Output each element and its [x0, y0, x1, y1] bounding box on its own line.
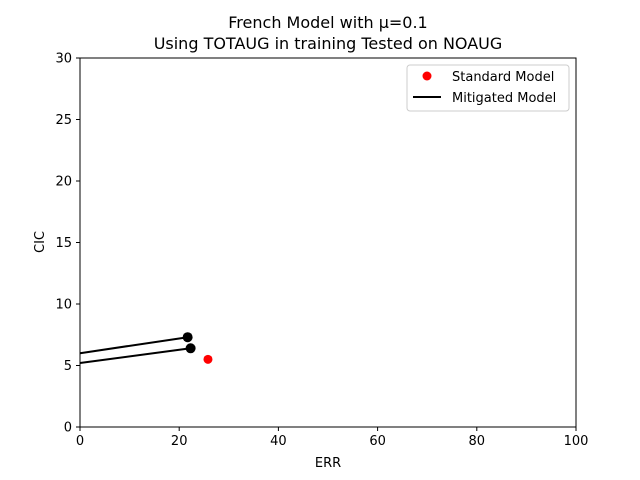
- chart-title-line1: French Model with μ=0.1: [228, 13, 427, 32]
- mitigated-line: [79, 336, 188, 355]
- x-tick-label: 80: [469, 434, 486, 449]
- mitigated-point: [185, 343, 196, 354]
- x-axis-label: ERR: [315, 456, 341, 471]
- mitigated-point: [182, 332, 193, 343]
- y-axis-label: CIC: [33, 231, 48, 253]
- legend: Standard Model Mitigated Model: [406, 64, 570, 112]
- x-tick-label: 20: [171, 434, 188, 449]
- legend-label-mitigated: Mitigated Model: [452, 91, 556, 106]
- y-tick-label: 0: [64, 421, 72, 436]
- x-tick-label: 0: [76, 434, 84, 449]
- legend-label-standard: Standard Model: [452, 70, 554, 85]
- x-tick-label: 100: [564, 434, 589, 449]
- y-tick-label: 20: [55, 175, 72, 190]
- y-tick-label: 30: [55, 52, 72, 67]
- x-tick-label: 40: [270, 434, 287, 449]
- plot-marks: [79, 332, 213, 365]
- legend-marker-standard: [422, 71, 432, 81]
- plot-frame: [79, 57, 577, 428]
- y-tick-label: 25: [55, 113, 72, 128]
- mitigated-line: [79, 347, 191, 365]
- legend-frame: [406, 64, 570, 112]
- y-tick-label: 15: [55, 236, 72, 251]
- x-tick-label: 60: [369, 434, 386, 449]
- chart-title-line2: Using TOTAUG in training Tested on NOAUG: [154, 34, 503, 53]
- y-tick-label: 5: [64, 359, 72, 374]
- y-tick-label: 10: [55, 298, 72, 313]
- standard-point: [203, 354, 213, 364]
- axis-ticks: 0 20 40 60 80 100 0 5 10 15 20 25 30: [55, 52, 588, 450]
